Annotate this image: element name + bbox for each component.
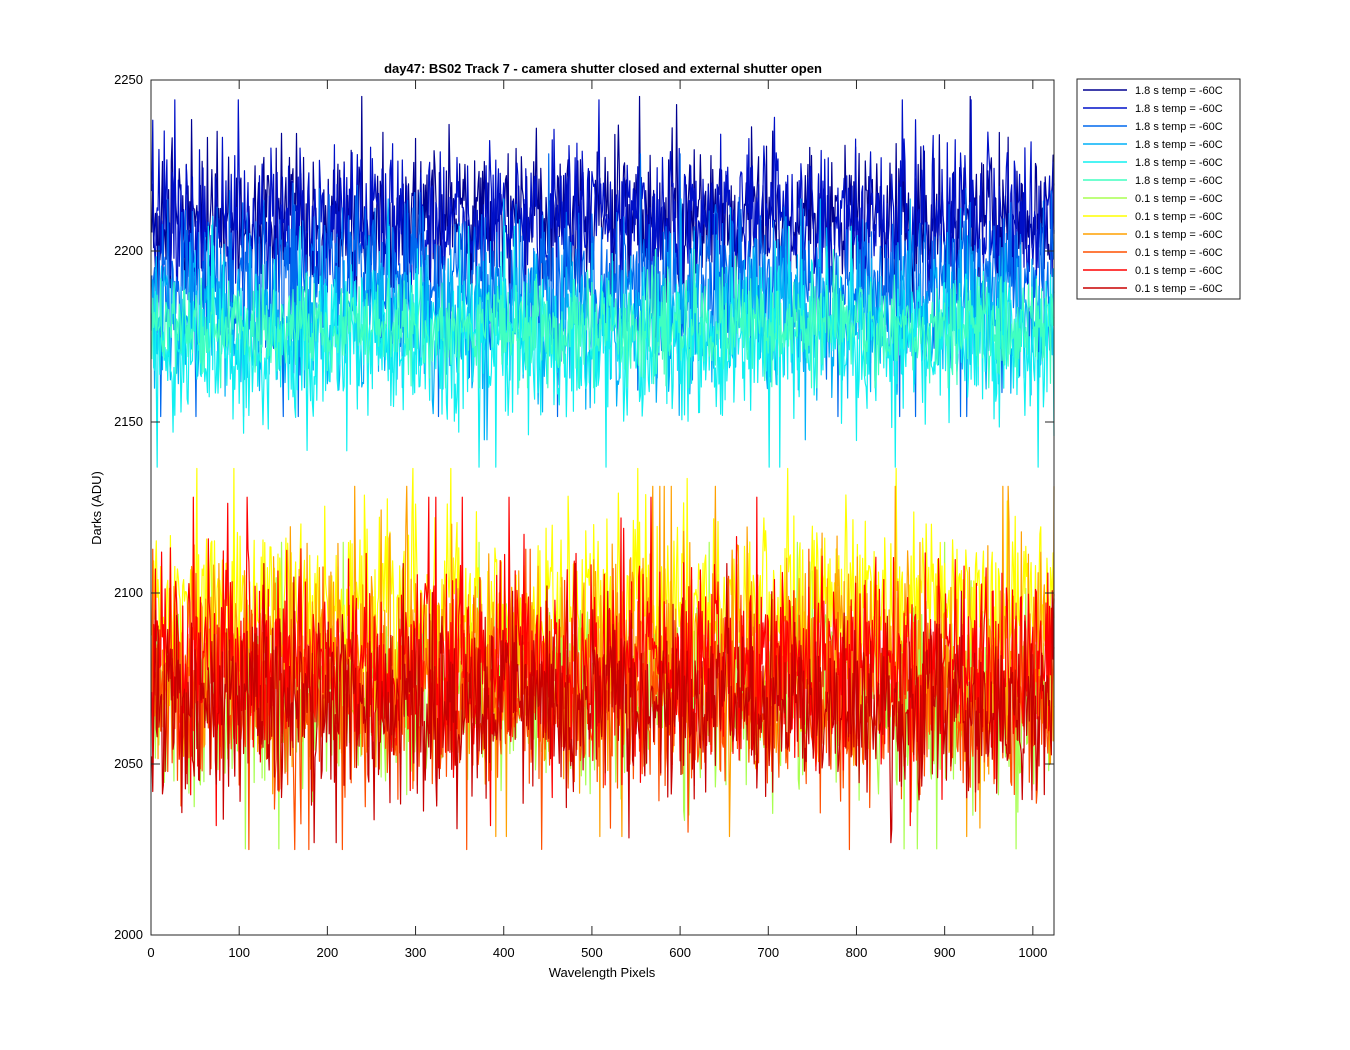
legend-label: 1.8 s temp = -60C: [1135, 157, 1223, 169]
legend-label: 1.8 s temp = -60C: [1135, 103, 1223, 115]
legend-label: 0.1 s temp = -60C: [1135, 193, 1223, 205]
legend-label: 1.8 s temp = -60C: [1135, 121, 1223, 133]
legend-label: 1.8 s temp = -60C: [1135, 139, 1223, 151]
legend: 1.8 s temp = -60C 1.8 s temp = -60C 1.8 s …: [1076, 78, 1241, 300]
x-tick-label: 300: [405, 945, 427, 960]
chart-title: day47: BS02 Track 7 - camera shutter clo…: [384, 61, 822, 76]
series-line-2: [151, 99, 1055, 293]
x-tick-label: 800: [846, 945, 868, 960]
x-tick-label: 500: [581, 945, 603, 960]
y-tick-label: 2250: [114, 72, 143, 87]
legend-label: 0.1 s temp = -60C: [1135, 229, 1223, 241]
legend-label: 0.1 s temp = -60C: [1135, 211, 1223, 223]
series-line-6: [151, 249, 1055, 389]
legend-box: [1076, 78, 1241, 300]
x-tick-label: 900: [934, 945, 956, 960]
plot-frame: [150, 79, 1055, 936]
y-tick-label: 2200: [114, 243, 143, 258]
legend-label: 0.1 s temp = -60C: [1135, 283, 1223, 295]
x-tick-label: 1000: [1018, 945, 1047, 960]
x-tick-label: 100: [228, 945, 250, 960]
y-tick-label: 2000: [114, 927, 143, 942]
series-line-12: [151, 562, 1055, 844]
legend-label: 0.1 s temp = -60C: [1135, 265, 1223, 277]
y-tick-label: 2150: [114, 414, 143, 429]
x-tick-label: 200: [317, 945, 339, 960]
axes: 0 100 200 300 400 500 600 700 800 900 1000 2000 2050…: [114, 72, 1054, 960]
x-tick-label: 400: [493, 945, 515, 960]
legend-label: 1.8 s temp = -60C: [1135, 175, 1223, 187]
y-tick-label: 2100: [114, 585, 143, 600]
x-axis-label: Wavelength Pixels: [549, 965, 656, 980]
legend-label: 0.1 s temp = -60C: [1135, 247, 1223, 259]
y-tick-label: 2050: [114, 756, 143, 771]
legend-label: 1.8 s temp = -60C: [1135, 85, 1223, 97]
x-tick-label: 0: [147, 945, 154, 960]
x-tick-label: 600: [669, 945, 691, 960]
series-lines: [151, 95, 1055, 851]
y-axis-label: Darks (ADU): [89, 471, 104, 545]
x-tick-label: 700: [757, 945, 779, 960]
